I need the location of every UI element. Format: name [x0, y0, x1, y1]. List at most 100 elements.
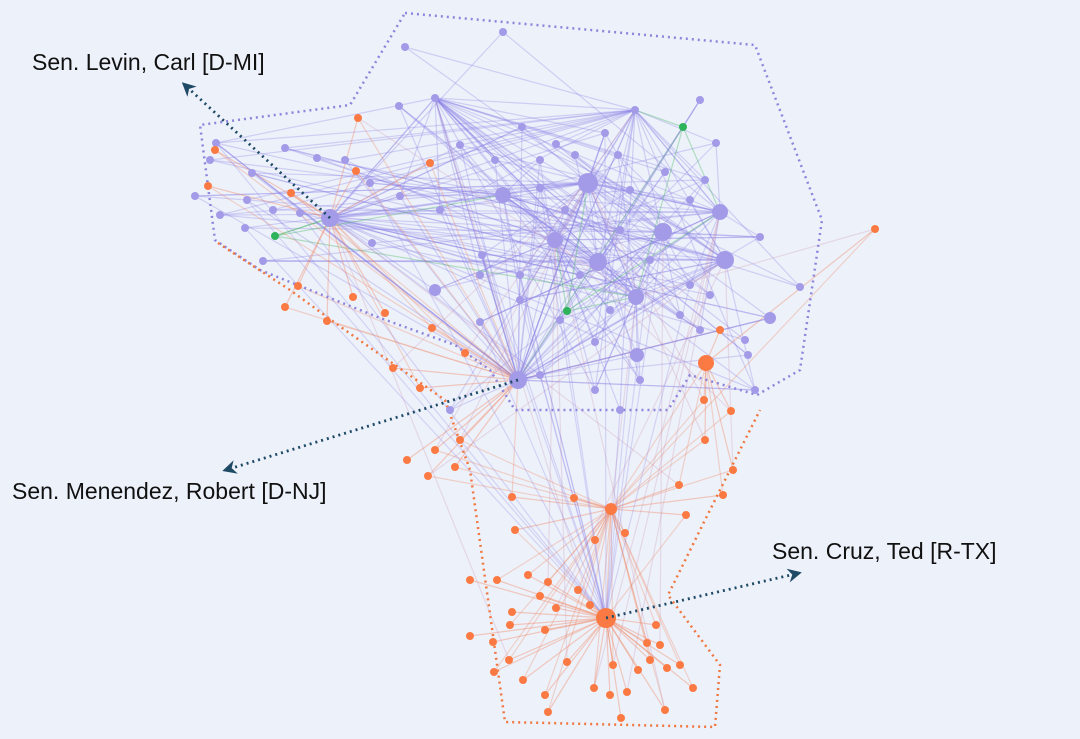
node — [536, 592, 544, 600]
node — [643, 639, 651, 647]
edge — [207, 185, 519, 381]
node — [476, 271, 484, 279]
edge — [519, 239, 556, 276]
edge — [517, 239, 556, 381]
node — [701, 176, 709, 184]
edge — [459, 182, 589, 441]
edge — [559, 259, 726, 321]
edge — [329, 217, 691, 286]
edge — [559, 211, 721, 321]
edge — [427, 379, 519, 477]
edge — [215, 142, 607, 619]
edge — [634, 109, 684, 128]
node — [416, 384, 424, 392]
edge — [251, 172, 519, 381]
edge — [554, 189, 631, 241]
edge — [605, 617, 666, 711]
edge — [519, 259, 726, 301]
edge — [517, 259, 651, 381]
edge — [502, 194, 721, 213]
edge — [547, 508, 612, 713]
edge — [272, 209, 721, 213]
node — [689, 684, 697, 692]
edge — [705, 228, 876, 364]
edge — [207, 185, 331, 219]
edge — [635, 259, 726, 298]
edge — [605, 617, 661, 646]
node — [248, 169, 256, 177]
edge — [554, 239, 641, 381]
edge — [617, 154, 637, 298]
node — [606, 691, 614, 699]
edge — [662, 231, 761, 238]
edge — [434, 97, 606, 134]
node — [243, 196, 251, 204]
node — [508, 608, 516, 616]
node — [571, 151, 579, 159]
edge — [215, 109, 636, 144]
node — [491, 156, 499, 164]
edge — [517, 99, 701, 381]
edge — [454, 466, 612, 510]
edge — [574, 154, 726, 261]
edge — [508, 617, 607, 661]
edge — [329, 217, 541, 376]
node — [506, 621, 514, 629]
edge — [369, 182, 504, 196]
edge — [481, 254, 607, 619]
edge — [244, 182, 589, 229]
edge — [194, 182, 589, 197]
edge — [517, 126, 523, 381]
edge — [502, 194, 599, 263]
node — [461, 349, 469, 357]
node — [796, 283, 804, 291]
edge — [502, 194, 664, 233]
edge — [439, 182, 589, 211]
node — [428, 324, 436, 332]
node — [591, 536, 599, 544]
edge — [527, 508, 612, 576]
edge — [705, 362, 724, 496]
edge — [262, 260, 599, 263]
edge — [329, 195, 401, 219]
edge — [434, 239, 556, 291]
edge — [593, 508, 612, 689]
edge — [587, 182, 691, 201]
edge — [299, 212, 637, 298]
node — [191, 192, 199, 200]
edge — [502, 194, 581, 276]
node — [616, 406, 624, 414]
edge — [326, 320, 519, 381]
edge — [297, 217, 331, 287]
edge — [502, 194, 521, 301]
node — [679, 123, 687, 131]
edge — [459, 144, 519, 381]
edge — [605, 617, 668, 669]
edge — [246, 199, 607, 619]
edge — [593, 617, 607, 689]
edge — [329, 217, 466, 354]
edge — [544, 617, 607, 631]
edge — [329, 217, 581, 276]
edge — [274, 194, 504, 237]
edge — [547, 581, 607, 619]
edge — [434, 97, 441, 211]
edge — [481, 254, 519, 381]
edge — [610, 508, 687, 516]
node — [616, 226, 624, 234]
edge — [610, 508, 651, 661]
edge — [357, 117, 637, 298]
edge — [662, 231, 691, 286]
edge — [434, 97, 746, 341]
node — [287, 189, 295, 197]
edge — [427, 259, 726, 477]
edge — [517, 274, 581, 381]
edge — [434, 97, 496, 161]
edge — [617, 154, 726, 261]
edge — [284, 217, 331, 308]
node — [323, 317, 331, 325]
edge — [610, 508, 614, 666]
node — [719, 491, 727, 499]
